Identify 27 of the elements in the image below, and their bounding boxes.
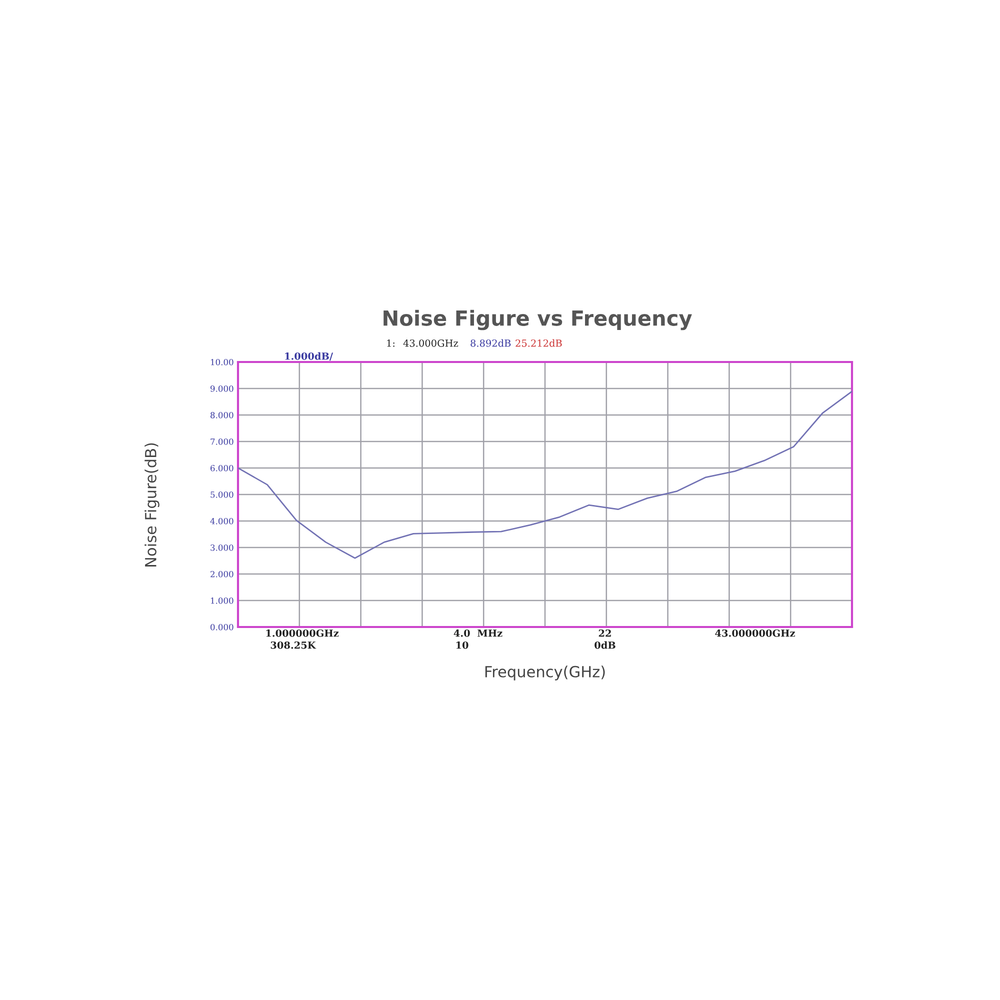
text: 4.0 MHz: [454, 629, 502, 637]
y-tick-label: 10.00: [210, 358, 234, 366]
y-tick-label: 0.000: [210, 624, 234, 630]
y-tick-label: 1.000: [210, 597, 234, 604]
y-tick-label: 2.000: [210, 570, 234, 578]
text: 308.25K: [270, 641, 316, 649]
text: 22: [598, 629, 611, 637]
y-tick-label: 3.000: [210, 544, 234, 551]
y-tick-label: 8.000: [210, 412, 234, 418]
text: 43.000GHz: [403, 339, 458, 347]
chart-title: Noise Figure vs Frequency: [384, 310, 692, 330]
y-tick-label: 5.000: [210, 491, 234, 498]
text: 1.000dB/: [285, 352, 334, 361]
text: 25.212dB: [516, 339, 562, 347]
text: 8.892dB: [470, 339, 511, 347]
x-axis-title: Frequency(GHz): [485, 666, 605, 680]
y-tick-label: 6.000: [210, 464, 234, 472]
text: 10: [456, 641, 468, 649]
line-series: [238, 390, 852, 559]
text: 43.000000GHz: [715, 629, 795, 637]
text: 1:: [387, 339, 394, 347]
text: 0dB: [594, 641, 616, 649]
y-axis-title: Noise Figure(dB): [144, 443, 160, 566]
y-tick-label: 4.000: [210, 518, 234, 524]
y-tick-label: 7.000: [210, 438, 234, 445]
y-tick-label: 9.000: [210, 385, 234, 392]
text: 1.000000GHz: [266, 629, 339, 637]
